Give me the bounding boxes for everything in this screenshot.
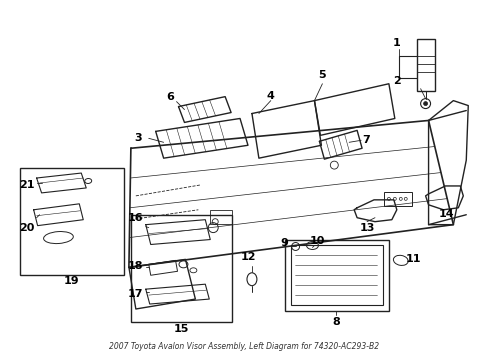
Bar [131,215,232,322]
Bar [284,239,388,311]
Text: 19: 19 [63,276,79,286]
Text: 14: 14 [438,209,453,219]
Text: 9: 9 [280,238,288,248]
Text: 3: 3 [134,133,142,143]
Text: 21: 21 [19,180,34,190]
Bar [416,39,434,91]
Text: 4: 4 [266,91,274,101]
Text: 2007 Toyota Avalon Visor Assembly, Left Diagram for 74320-AC293-B2: 2007 Toyota Avalon Visor Assembly, Left … [109,342,378,351]
Text: 2: 2 [392,76,400,86]
Text: 7: 7 [362,135,369,145]
Text: 13: 13 [359,222,374,233]
Text: 1: 1 [392,38,400,48]
Text: 5: 5 [318,70,325,80]
Text: 17: 17 [128,289,143,299]
Text: 15: 15 [173,324,189,334]
Text: 20: 20 [19,222,34,233]
Text: 10: 10 [309,235,325,246]
Bar [290,246,382,305]
Bar [20,168,123,275]
Bar [210,210,232,224]
Bar [383,192,411,206]
Text: 12: 12 [240,252,255,262]
Text: 8: 8 [332,317,340,327]
Text: 16: 16 [128,213,143,223]
Circle shape [423,102,427,105]
Text: 18: 18 [128,261,143,271]
Text: 11: 11 [405,255,421,264]
Text: 6: 6 [166,92,174,102]
